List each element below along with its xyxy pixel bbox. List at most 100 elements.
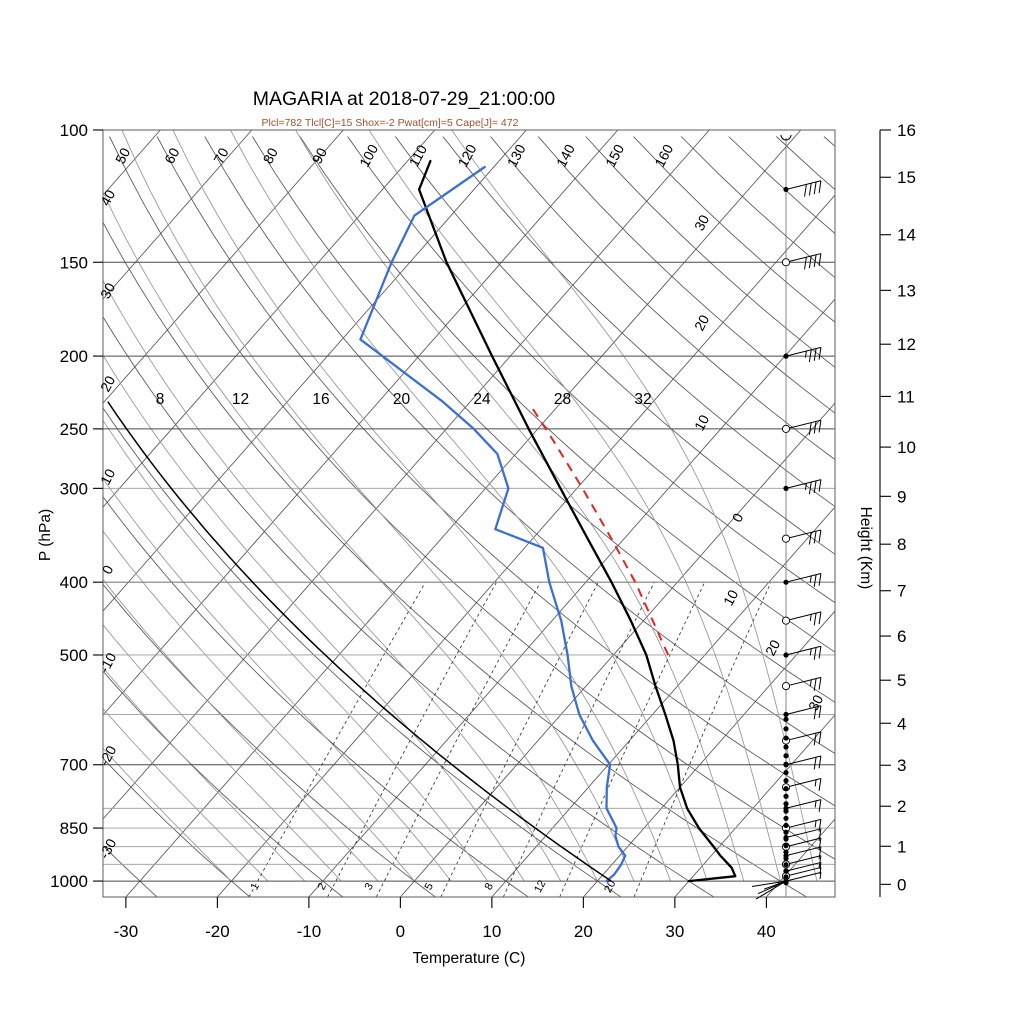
moist-adiabat-label: 50 [112,145,134,166]
pressure-levels-group [103,130,835,882]
pressure-tick-label: 200 [60,347,88,366]
isotherm-label-left: 0 [99,562,117,577]
dry-adiabat-label-right: 0 [729,510,747,525]
wind-level-marker [783,849,789,855]
wind-level-marker [783,836,789,842]
wind-level-marker [783,822,789,828]
wind-level-marker [783,726,789,732]
moist-adiabat-label: 70 [210,145,232,166]
x-tick-label: 10 [482,922,501,941]
mid-grid-label: 32 [634,391,651,408]
moist-adiabat-label: 130 [504,141,529,169]
plot-frame [102,129,836,898]
isotherm-label-left: 40 [97,187,119,208]
dry-adiabat-label-right: 10 [720,587,742,608]
moist-adiabat-label: 100 [356,141,381,169]
x-tick-label: -30 [114,922,139,941]
mixing-ratio-label: 12 [532,878,548,894]
height-tick-label: 3 [897,756,906,775]
mid-grid-label: 12 [232,391,249,408]
mid-grid-label: 16 [312,391,329,408]
height-tick-label: 13 [897,281,916,300]
pressure-tick-label: 500 [60,646,88,665]
x-tick-label: 40 [757,922,776,941]
wind-level-marker [783,843,789,849]
wind-barb [781,529,822,545]
height-tick-label: 0 [897,875,906,894]
wind-level-marker [783,862,789,868]
height-tick-label: 1 [897,837,906,856]
pressure-tick-label: 700 [60,756,88,775]
sounding-curves-group [107,159,737,883]
wind-level-marker [783,716,789,722]
height-tick-label: 10 [897,438,916,457]
wind-level-marker [783,855,789,862]
mid-grid-label: 24 [473,391,491,408]
isotherm-label-left: 10 [97,466,119,487]
pressure-tick-label: 850 [60,819,88,838]
wind-spine-cap [780,134,792,141]
wind-level-marker [783,815,789,821]
moist-adiabat-label: 60 [161,145,183,166]
wind-level-marker [783,829,789,835]
pressure-tick-label: 400 [60,573,88,592]
height-tick-label: 11 [897,387,915,406]
height-tick-label: 7 [897,582,906,601]
height-tick-label: 14 [897,226,916,245]
mixing-ratio-label: 3 [363,881,376,892]
wind-barb [783,799,822,812]
x-tick-label: -10 [297,922,322,941]
x-tick-label: 30 [665,922,684,941]
wind-level-marker [783,801,789,807]
moist-adiabat-label: 140 [553,141,578,169]
dewpoint-curve [359,165,627,883]
wind-level-marker [783,778,789,784]
isotherm-label-left: -30 [96,836,120,862]
height-tick-label: 9 [897,487,906,506]
pressure-tick-label: 250 [60,420,88,439]
wind-barb [783,573,822,587]
wind-level-marker [783,735,789,741]
wind-level-marker [783,769,789,776]
isotherm-label-left: -10 [96,650,120,676]
mixing-ratio-label: 1 [249,881,262,892]
lcl-reference-line [107,401,612,882]
wind-barb [781,676,822,691]
wind-barb [781,419,822,435]
dry-adiabat-label-right: 20 [691,312,713,333]
height-tick-label: 6 [897,627,906,646]
mixing-ratio-label: 8 [483,881,496,892]
wind-level-marker [783,785,789,792]
wind-barb [783,346,822,363]
mixing-ratio-label: 5 [423,881,436,892]
isotherm-label-left: 30 [97,280,119,301]
wind-barb [783,479,822,495]
x-tick-label: 0 [396,922,405,941]
dry-adiabat-label-right: 20 [762,637,784,658]
temperature-curve [417,159,737,883]
parcel-path-curve [531,408,670,656]
dry-adiabat-label-right: 30 [691,212,713,233]
height-tick-label: 4 [897,714,906,733]
pressure-tick-label: 100 [60,121,88,140]
mid-grid-label: 8 [156,391,165,408]
wind-barb [783,645,822,660]
mixing-ratio-label: 2 [316,881,329,892]
wind-level-marker [783,874,789,880]
height-tick-label: 15 [897,168,916,187]
x-tick-label: 20 [574,922,593,941]
pressure-tick-label: 300 [60,479,88,498]
moist-adiabat-label: 110 [405,142,430,169]
isotherm-label-left: 20 [97,373,119,394]
height-tick-label: 12 [897,335,916,354]
dry-adiabat-label-right: 10 [691,412,713,433]
page-title: MAGARIA at 2018-07-29_21:00:00 [253,88,556,110]
moist-adiabat-label: 80 [259,145,281,166]
wind-level-marker [783,868,789,874]
moist-adiabat-label: 120 [454,141,479,169]
moist-adiabat-label: 90 [309,145,331,166]
height-tick-label: 8 [897,535,906,554]
wind-level-marker [783,808,789,814]
